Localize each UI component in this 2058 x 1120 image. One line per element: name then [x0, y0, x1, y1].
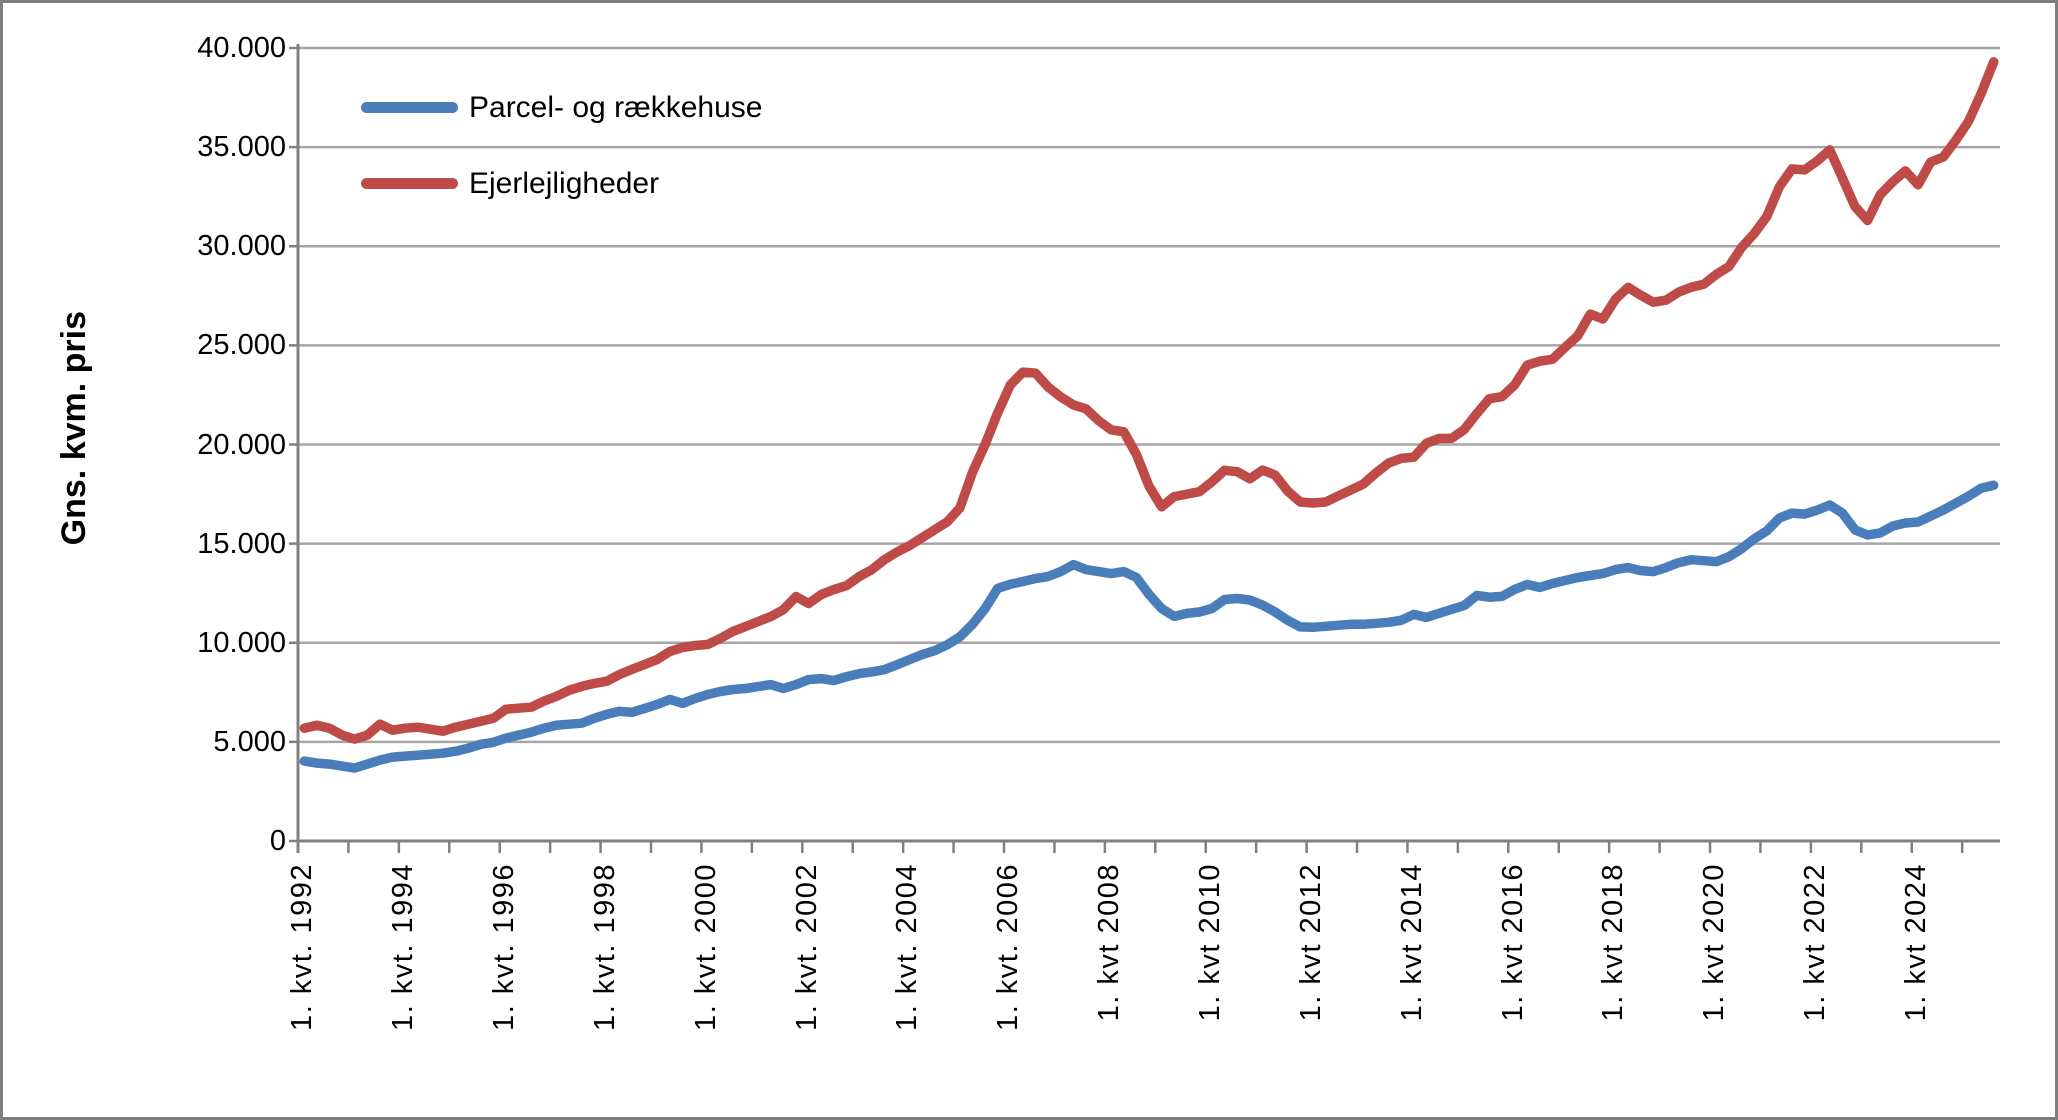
y-tick-label: 5.000 [213, 725, 286, 758]
x-tick-label: 1. kvt 2022 [1799, 863, 1832, 1022]
y-tick-label: 25.000 [197, 329, 286, 362]
x-tick-label: 1. kvt. 1998 [588, 863, 621, 1031]
x-tick-label: 1. kvt. 1994 [387, 863, 420, 1031]
y-tick-label: 10.000 [197, 626, 286, 659]
y-tick-label: 15.000 [197, 527, 286, 560]
x-tick-label: 1. kvt 2020 [1698, 863, 1731, 1022]
x-tick-label: 1. kvt 2012 [1294, 863, 1327, 1022]
x-tick-label: 1. kvt 2014 [1395, 863, 1428, 1022]
x-tick-label: 1. kvt 2016 [1496, 863, 1529, 1022]
legend-marker-ejerlejligheder-icon [361, 178, 458, 189]
y-tick-label: 30.000 [197, 230, 286, 263]
y-tick-label: 20.000 [197, 428, 286, 461]
legend-item-parcelhuse: Parcel- og rækkehuse [361, 86, 762, 129]
legend-label-parcelhuse: Parcel- og rækkehuse [469, 90, 763, 124]
x-tick-label: 1. kvt 2024 [1900, 863, 1933, 1022]
legend-label-ejerlejligheder: Ejerlejligheder [469, 166, 660, 200]
x-tick-label: 1. kvt. 2006 [992, 863, 1025, 1031]
legend-marker-parcelhuse-icon [361, 102, 458, 113]
y-tick-label: 40.000 [197, 32, 286, 64]
line-chart-canvas [289, 44, 2000, 853]
x-tick-label: 1. kvt. 2004 [891, 863, 924, 1031]
x-tick-label: 1. kvt. 2002 [790, 863, 823, 1031]
x-tick-label: 1. kvt 2018 [1597, 863, 1630, 1022]
x-tick-label: 1. kvt 2010 [1194, 863, 1227, 1022]
x-tick-label: 1. kvt. 1996 [488, 863, 521, 1031]
x-tick-label: 1. kvt. 2000 [689, 863, 722, 1031]
legend: Parcel- og rækkehuse Ejerlejligheder [361, 86, 762, 205]
y-axis-title: Gns. kvm. pris [55, 311, 93, 546]
y-tick-label: 0 [269, 825, 286, 857]
x-tick-label: 1. kvt 2008 [1093, 863, 1126, 1022]
x-tick-label: 1. kvt. 1992 [286, 863, 319, 1031]
legend-item-ejerlejligheder: Ejerlejligheder [361, 162, 762, 205]
y-tick-label: 35.000 [197, 131, 286, 164]
